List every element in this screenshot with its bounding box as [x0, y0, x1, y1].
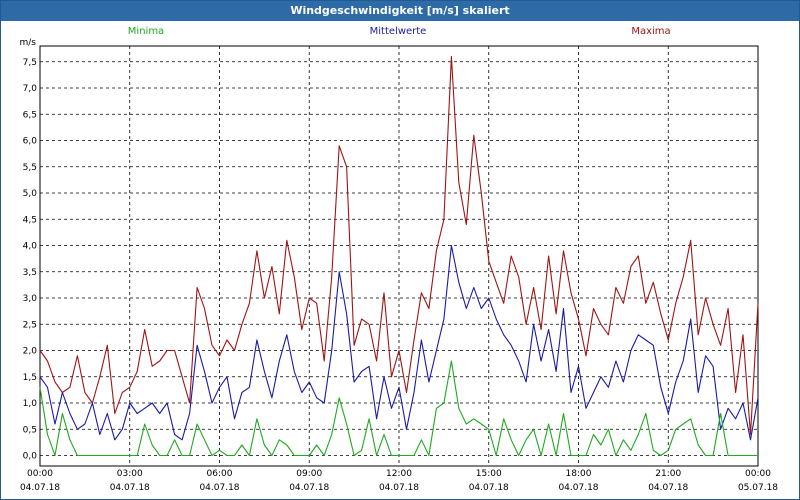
y-tick-label: 3,5: [23, 268, 37, 278]
window-title: Windgeschwindigkeit [m/s] skaliert: [1, 1, 799, 21]
x-tick-date: 04.07.18: [199, 483, 239, 493]
x-tick-date: 04.07.18: [110, 483, 150, 493]
x-tick-time: 03:00: [117, 469, 143, 479]
x-tick-date: 05.07.18: [738, 483, 778, 493]
x-tick-time: 00:00: [27, 469, 53, 479]
y-tick-label: 1,0: [23, 399, 38, 409]
x-tick-time: 12:00: [386, 469, 412, 479]
y-tick-label: 2,0: [23, 347, 38, 357]
x-tick-date: 04.07.18: [20, 483, 60, 493]
x-tick-date: 04.07.18: [379, 483, 419, 493]
legend-entry-minima: Minima: [128, 26, 164, 37]
y-tick-label: 5,5: [23, 163, 37, 173]
legend-entry-mittelwerte: Mittelwerte: [370, 26, 427, 37]
y-tick-label: 5,0: [23, 189, 38, 199]
legend-entry-maxima: Maxima: [631, 26, 670, 37]
x-tick-time: 06:00: [207, 469, 233, 479]
x-tick-time: 21:00: [655, 469, 681, 479]
y-axis-label: m/s: [20, 38, 37, 48]
y-tick-label: 7,5: [23, 58, 37, 68]
y-tick-label: 0,5: [23, 425, 37, 435]
y-tick-label: 4,5: [23, 215, 37, 225]
series-line-maxima: [39, 55, 759, 436]
wind-speed-chart: 0,0 0,5 1,0 1,5 2,0 2,5 3,0 3,5 4,0 4,5 5,0 5,5 6,0 6…: [20, 26, 779, 493]
y-tick-label: 6,0: [23, 137, 38, 147]
x-tick-time: 00:00: [745, 469, 771, 479]
y-tick-label: 2,5: [23, 320, 37, 330]
x-tick-time: 09:00: [296, 469, 322, 479]
series-line-minima: [39, 360, 758, 457]
y-tick-label: 6,5: [23, 110, 37, 120]
y-tick-label: 0,0: [23, 452, 38, 462]
y-tick-label: 4,0: [23, 242, 38, 252]
y-tick-label: 7,0: [23, 84, 38, 94]
x-tick-date: 04.07.18: [648, 483, 688, 493]
y-tick-label: 3,0: [23, 294, 38, 304]
series-line-mittelwerte: [39, 244, 759, 441]
x-tick-date: 04.07.18: [469, 483, 509, 493]
x-tick-time: 15:00: [476, 469, 502, 479]
x-tick-date: 04.07.18: [289, 483, 329, 493]
x-tick-date: 04.07.18: [558, 483, 598, 493]
x-tick-time: 18:00: [566, 469, 592, 479]
y-tick-label: 1,5: [23, 373, 37, 383]
